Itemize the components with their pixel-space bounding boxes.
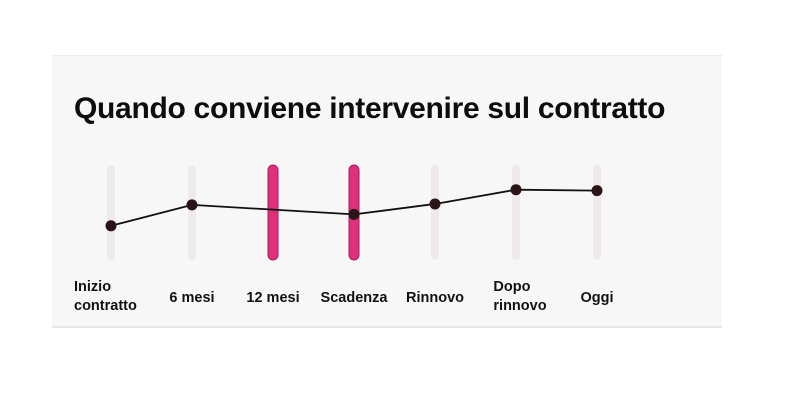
timeline-bar (188, 165, 196, 260)
timeline-bar (512, 165, 520, 260)
chart-title: Quando conviene intervenire sul contratt… (74, 92, 666, 125)
category-label: Inizio contratto (74, 279, 137, 314)
data-point (510, 184, 522, 196)
series-line (110, 188, 598, 227)
data-point (429, 198, 441, 210)
category-label: Oggi (580, 290, 614, 306)
data-point (348, 208, 360, 220)
timeline-bar (593, 165, 601, 260)
category-label: 6 mesi (169, 290, 215, 306)
category-label: Dopo rinnovo (493, 279, 547, 314)
data-point (105, 220, 117, 232)
category-label: 12 mesi (246, 290, 300, 306)
timeline-bar (431, 165, 439, 260)
category-label: Rinnovo (406, 290, 464, 306)
chart-card (52, 55, 722, 328)
category-label: Scadenza (320, 290, 388, 306)
data-point (591, 185, 603, 197)
data-point (186, 199, 198, 211)
highlight-bar (267, 164, 279, 261)
timeline-bar (107, 165, 115, 260)
